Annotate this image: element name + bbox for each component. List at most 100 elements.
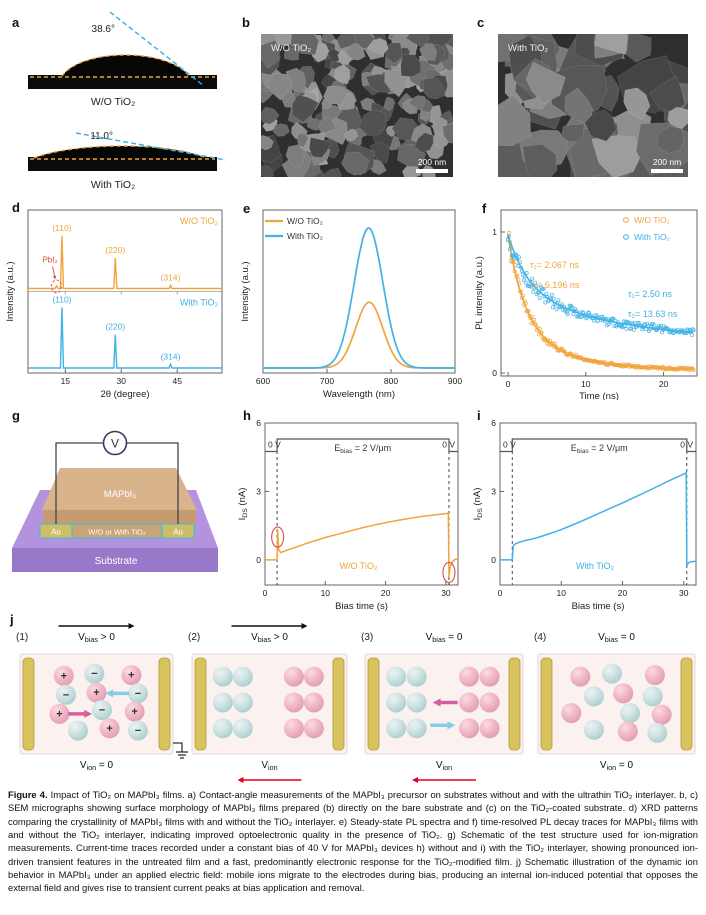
sem-grain [283,48,300,61]
tangent-line-dashed [109,11,205,87]
plot-area [506,230,696,373]
droplet-outline-dashed [33,145,207,159]
anion-sphere [67,720,88,741]
subpanel-index: (4) [534,632,546,643]
scatter-point [549,292,554,297]
pl-spectra-chart: 600 700 800 900 Wavelength (nm) Intensity (a.… [240,209,462,400]
sem-grain [383,42,403,64]
anion-sphere [386,692,407,713]
scatter-point [691,328,696,333]
x-tick-label: 800 [384,376,398,386]
y-axis-label: IDS (nA) [237,488,249,521]
sem-grain [336,34,357,50]
anion-sphere [647,722,668,743]
sem-grain [261,165,275,177]
cation-sphere [283,666,304,687]
substrate-front-face [12,548,218,572]
scatter-point [546,339,551,344]
scatter-point [523,280,528,285]
scatter-point [553,344,558,349]
anion-sphere [583,719,604,740]
sem-grain [405,34,430,49]
scatter-point [517,255,522,260]
x-tick-label: 0 [506,379,511,389]
scatter-point [689,332,694,337]
anion-sphere [91,700,112,721]
y-tick-label: 0 [491,555,496,565]
zero-volt-label-left: 0 V [503,440,516,450]
cation-sphere [459,718,480,739]
sem-grain [285,144,305,169]
y-axis-label: Intensity (a.u.) [240,261,251,321]
scatter-point [541,286,546,291]
sem-grain [343,128,359,142]
peak-label: (110) [52,223,71,233]
legend-label: With TiO₂ [634,232,670,242]
voltmeter-label: V [111,437,119,451]
cation-sphere [459,692,480,713]
sem-grain [400,54,422,77]
tau2-label-with: τ₂= 13.63 ns [628,309,678,319]
scalebar [651,169,683,173]
legend-label: W/O TiO₂ [287,216,323,226]
sem-grain [261,134,275,151]
scatter-point [691,368,696,373]
legend-label: With TiO₂ [287,231,323,241]
panel-label-f: f [482,201,487,216]
x-axis-label: Wavelength (nm) [323,389,395,400]
bias-square-wave [265,438,458,453]
axis-box [264,422,459,586]
x-tick-label: 30 [441,588,451,598]
x-tick-label: 0 [498,588,503,598]
y-axis-label: Intensity (a.u.) [5,261,16,321]
cation-sphere [124,701,145,722]
bias-voltage-label: Vbias > 0 [251,632,288,644]
legend-marker [623,217,629,223]
wire-left [55,442,103,524]
scalebar-label: 200 nm [653,157,681,167]
x-tick-label: 0 [263,588,268,598]
y-tick-label: 0 [492,368,497,378]
sem-grain [333,63,351,85]
xrd-chart: 15 30 45 2θ (degree) Intensity (a.u.) PbI₂ (11… [5,209,223,400]
anion-sphere [84,663,105,684]
sem-grain [366,37,389,56]
sem-grains [498,34,688,177]
electrode-left [540,657,553,751]
panel-label-a: a [12,15,20,30]
pbi2-circle [51,279,62,294]
sem-grain [337,49,352,66]
cation-sphere [86,682,107,703]
sem-grain [561,123,585,143]
x-tick-label: 600 [256,376,270,386]
sem-grain [323,167,342,177]
sem-grain [261,106,280,125]
legend-label: W/O TiO₂ [634,215,670,225]
anion-sphere [232,666,253,687]
subpanel-index: (3) [361,632,373,643]
sem-grain [261,39,281,70]
x-axis-label: Bias time (s) [572,601,625,612]
scalebar [416,169,448,173]
ion-charge-sign: + [131,706,137,718]
scatter-point [564,310,569,315]
x-tick-label: 900 [448,376,462,386]
x-tick-label: 10 [581,379,591,389]
x-tick-label: 30 [117,376,127,386]
axis-box [262,209,456,374]
ion-potential-arrow-head [237,777,244,783]
sem-grain [383,96,396,112]
anion-sphere [386,666,407,687]
sem-grain [498,94,532,147]
film-top-face [42,468,197,510]
scatter-point [690,327,695,332]
tau1-label-wo: τ₁= 2.067 ns [530,260,579,270]
zero-volt-label-left: 0 V [268,440,281,450]
field-label: Ebias = 2 V/μm [334,443,391,455]
cation-sphere [303,666,324,687]
panel-label-c: c [477,15,485,30]
cation-sphere [303,692,324,713]
substrate-bar [28,157,217,171]
tangent-line-dashed [75,132,227,161]
